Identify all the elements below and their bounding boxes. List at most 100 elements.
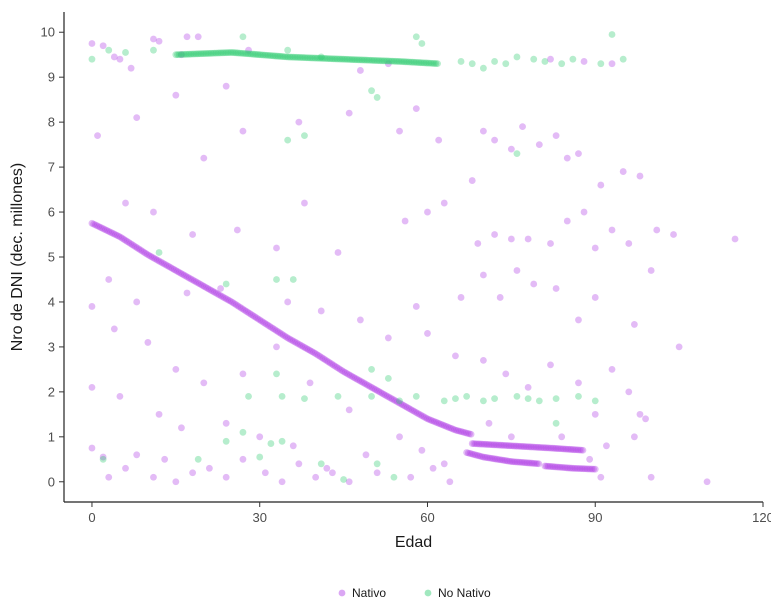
point-nativo-trend	[477, 440, 485, 448]
point-no-nativo-trend	[182, 50, 190, 58]
point-no-nativo	[569, 55, 577, 63]
point-no-nativo-trend	[291, 53, 299, 61]
point-nativo	[88, 383, 96, 391]
point-no-nativo	[122, 49, 129, 56]
point-nativo	[519, 123, 526, 131]
point-no-nativo	[513, 392, 521, 400]
point-nativo	[356, 316, 364, 324]
point-nativo-trend	[167, 264, 175, 272]
point-nativo-trend	[289, 337, 297, 345]
point-nativo-trend	[541, 462, 549, 470]
point-nativo	[99, 42, 107, 50]
point-nativo	[295, 118, 303, 126]
point-nativo-trend	[291, 338, 299, 346]
point-nativo-trend	[128, 241, 136, 249]
point-nativo-trend	[360, 379, 368, 387]
point-nativo-trend	[547, 444, 555, 452]
point-nativo	[133, 114, 141, 122]
point-no-nativo	[373, 94, 381, 101]
point-nativo	[647, 267, 655, 274]
point-nativo-trend	[410, 407, 418, 415]
point-nativo-trend	[179, 270, 186, 278]
point-nativo-trend	[527, 443, 535, 451]
point-nativo	[155, 410, 163, 418]
point-no-nativo-trend	[247, 50, 255, 58]
point-no-nativo-trend	[340, 55, 347, 63]
point-nativo-trend	[496, 456, 504, 464]
point-nativo-trend	[377, 389, 384, 396]
x-tick-label: 0	[88, 510, 95, 525]
point-nativo-trend	[356, 377, 364, 385]
point-nativo-trend	[460, 429, 468, 436]
point-nativo-trend	[150, 254, 158, 262]
point-nativo-trend	[387, 394, 394, 402]
point-nativo-trend	[532, 460, 539, 467]
point-nativo-trend	[254, 315, 262, 323]
point-nativo-trend	[576, 465, 584, 472]
point-nativo-trend	[226, 297, 233, 305]
point-nativo-trend	[127, 240, 134, 248]
point-no-nativo-trend	[370, 57, 378, 64]
point-nativo-trend	[216, 291, 223, 299]
point-nativo	[675, 343, 683, 351]
point-no-nativo-trend	[306, 54, 314, 62]
point-nativo-trend	[219, 293, 227, 301]
point-nativo-trend	[162, 261, 170, 269]
point-nativo	[362, 451, 370, 459]
point-nativo-trend	[165, 263, 173, 271]
point-nativo	[172, 365, 180, 373]
point-nativo-trend	[184, 273, 191, 281]
point-nativo-trend	[487, 441, 495, 449]
point-nativo	[239, 455, 247, 463]
point-nativo	[301, 199, 308, 207]
point-no-nativo-trend	[362, 56, 369, 64]
point-no-nativo-trend	[179, 51, 186, 58]
point-nativo-trend	[483, 454, 491, 461]
point-nativo-trend	[466, 450, 474, 457]
point-nativo-trend	[439, 421, 446, 429]
point-no-nativo	[524, 395, 532, 403]
point-nativo	[480, 356, 487, 364]
point-nativo-trend	[142, 249, 150, 257]
point-nativo-trend	[466, 430, 473, 438]
point-nativo-trend	[234, 302, 242, 310]
point-no-nativo-trend	[284, 53, 292, 61]
point-nativo	[183, 33, 191, 41]
point-no-nativo-trend	[202, 50, 210, 57]
point-nativo-trend	[296, 341, 304, 349]
point-no-nativo-trend	[356, 56, 364, 64]
point-nativo-trend	[492, 441, 500, 449]
point-no-nativo-trend	[333, 55, 341, 63]
point-nativo	[88, 40, 96, 47]
point-nativo	[524, 383, 532, 391]
point-nativo	[323, 464, 331, 472]
point-no-nativo-trend	[283, 53, 290, 61]
point-nativo-trend	[450, 426, 458, 434]
point-nativo-trend	[567, 446, 575, 453]
point-no-nativo-trend	[303, 54, 311, 62]
point-nativo-trend	[175, 268, 183, 276]
point-nativo-trend	[195, 280, 203, 288]
point-nativo-trend	[308, 348, 316, 355]
point-nativo-trend	[392, 397, 400, 405]
point-nativo	[480, 127, 487, 135]
point-nativo-trend	[452, 426, 460, 434]
point-no-nativo	[491, 395, 498, 403]
point-nativo-trend	[498, 456, 506, 464]
point-nativo-trend	[323, 357, 331, 365]
point-no-nativo-trend	[278, 53, 285, 60]
point-nativo-trend	[554, 463, 562, 471]
point-nativo-trend	[553, 463, 561, 471]
point-nativo-trend	[588, 465, 596, 473]
point-nativo	[563, 217, 571, 225]
point-nativo	[116, 392, 124, 400]
point-nativo-trend	[190, 277, 198, 285]
point-nativo-trend	[256, 316, 264, 324]
point-nativo-trend	[204, 285, 212, 292]
point-no-nativo-trend	[288, 53, 295, 61]
point-nativo-trend	[304, 346, 312, 353]
point-no-nativo-trend	[221, 49, 228, 57]
point-no-nativo	[384, 374, 392, 382]
point-nativo-trend	[551, 463, 559, 471]
